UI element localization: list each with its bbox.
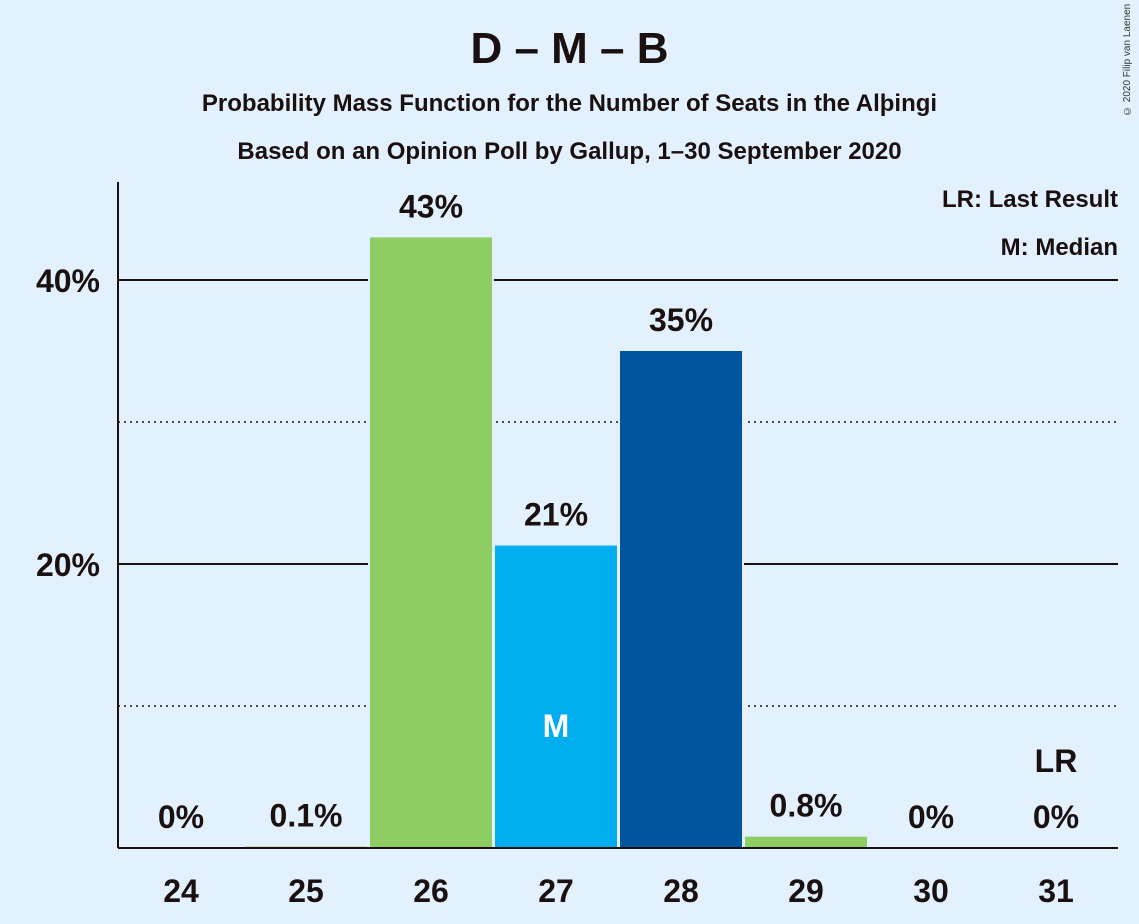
x-tick-label-30: 30 [913, 873, 949, 909]
data-label-29: 0.8% [770, 788, 843, 824]
data-label-30: 0% [908, 799, 954, 835]
chart-title: D – M – B [470, 24, 669, 73]
data-label-25: 0.1% [270, 798, 343, 834]
x-tick-label-28: 28 [663, 873, 699, 909]
bar-27 [495, 545, 617, 848]
x-tick-label-31: 31 [1038, 873, 1074, 909]
data-label-31: 0% [1033, 799, 1079, 835]
y-tick-label: 20% [36, 547, 100, 583]
bar-29 [745, 836, 867, 848]
bar-gap-25 [243, 844, 369, 848]
median-marker: M [543, 708, 570, 744]
data-label-26: 43% [399, 188, 463, 224]
x-tick-label-27: 27 [538, 873, 574, 909]
bar-28 [620, 351, 742, 848]
data-label-27: 21% [524, 497, 588, 533]
y-tick-label: 40% [36, 263, 100, 299]
bar-26 [370, 237, 492, 848]
x-tick-label-26: 26 [413, 873, 449, 909]
x-tick-label-25: 25 [288, 873, 324, 909]
x-tick-label-29: 29 [788, 873, 824, 909]
last-result-marker: LR [1035, 743, 1078, 779]
legend-median: M: Median [1000, 234, 1118, 261]
data-label-28: 35% [649, 302, 713, 338]
chart-subtitle: Probability Mass Function for the Number… [201, 90, 938, 117]
data-label-24: 0% [158, 799, 204, 835]
chart-source-subtitle: Based on an Opinion Poll by Gallup, 1–30… [237, 138, 902, 165]
x-tick-label-24: 24 [163, 873, 199, 909]
legend-last-result: LR: Last Result [941, 186, 1118, 213]
